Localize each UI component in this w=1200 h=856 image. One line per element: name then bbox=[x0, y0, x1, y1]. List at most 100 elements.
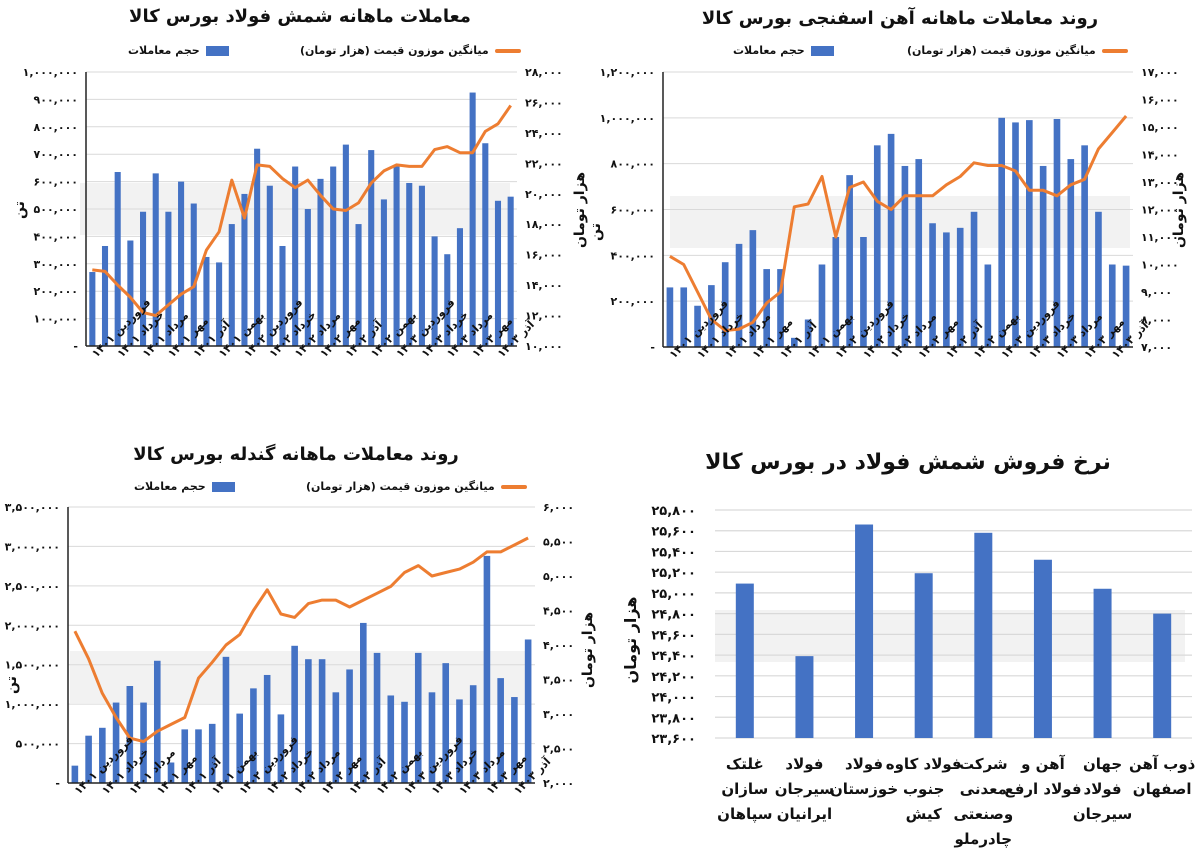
left-axis-tick-label: ۴۰۰,۰۰۰ bbox=[611, 249, 655, 262]
price-bar bbox=[795, 656, 814, 738]
volume-bar bbox=[721, 262, 729, 347]
category-label-line: وصنعتی bbox=[953, 805, 1014, 823]
volume-bar bbox=[818, 264, 826, 347]
volume-bar bbox=[140, 211, 147, 346]
volume-bar bbox=[346, 669, 353, 783]
volume-bar bbox=[71, 765, 79, 783]
volume-bar bbox=[763, 269, 770, 347]
volume-bar bbox=[1012, 122, 1019, 348]
volume-bar bbox=[101, 245, 109, 346]
volume-bar bbox=[846, 175, 853, 347]
volume-bar bbox=[444, 254, 451, 346]
left-axis-tick-label: ۹۰۰,۰۰۰ bbox=[34, 93, 78, 106]
right-axis-tick-label: ۷,۰۰۰ bbox=[1141, 341, 1172, 354]
watermark-band bbox=[715, 610, 1185, 662]
right-axis-tick-label: ۲,۵۰۰ bbox=[543, 743, 574, 756]
volume-bar bbox=[984, 264, 992, 347]
right-axis-tick-label: ۳,۵۰۰ bbox=[543, 674, 574, 687]
category-label: شرکت معدنی وصنعتی چادرملو bbox=[953, 752, 1013, 852]
price-bar bbox=[914, 573, 933, 738]
chart1-legend-bar: حجم معاملات bbox=[128, 44, 229, 57]
right-axis-tick-label: ۱۳,۰۰۰ bbox=[1141, 176, 1179, 189]
volume-bar bbox=[494, 200, 502, 346]
volume-bar bbox=[860, 237, 867, 347]
price-bar bbox=[735, 583, 754, 738]
y-axis-tick-label: ۲۴,۰۰۰ bbox=[651, 691, 696, 706]
volume-bar bbox=[291, 645, 298, 783]
volume-bar bbox=[236, 713, 243, 783]
volume-bar bbox=[332, 692, 340, 783]
volume-bar bbox=[998, 117, 1005, 347]
price-bar bbox=[1033, 559, 1052, 738]
legend-line-label: میانگین موزون قیمت (هزار تومان) bbox=[300, 44, 489, 57]
right-axis-tick-label: ۲۸,۰۰۰ bbox=[525, 66, 563, 79]
right-axis-tick-label: ۱۰,۰۰۰ bbox=[525, 340, 563, 353]
right-axis-tick-label: ۴,۵۰۰ bbox=[543, 605, 574, 618]
category-label-line: شرکت bbox=[958, 755, 1008, 773]
category-label: فولاد کاوه جنوب کیش bbox=[886, 752, 962, 827]
right-axis-tick-label: ۱۰,۰۰۰ bbox=[1141, 259, 1179, 272]
volume-bar bbox=[222, 656, 230, 783]
volume-bar bbox=[277, 714, 285, 783]
category-label-line: خوزستان bbox=[829, 780, 899, 798]
volume-bar bbox=[203, 256, 210, 346]
volume-bar bbox=[85, 735, 92, 783]
left-axis-tick-label: ۲,۵۰۰,۰۰۰ bbox=[5, 580, 60, 593]
category-label: آهن و فولاد ارفع bbox=[1004, 752, 1081, 802]
right-axis-tick-label: ۳,۰۰۰ bbox=[543, 708, 574, 721]
volume-bar bbox=[318, 659, 326, 783]
left-axis-tick-label: ۵۰۰,۰۰۰ bbox=[34, 203, 78, 216]
volume-bar bbox=[279, 245, 286, 346]
volume-bar bbox=[1039, 165, 1047, 347]
line-swatch-icon bbox=[494, 48, 521, 53]
right-axis-tick-label: ۱۷,۰۰۰ bbox=[1141, 66, 1179, 79]
volume-bar bbox=[735, 243, 743, 347]
watermark-band bbox=[70, 651, 530, 703]
volume-bar bbox=[887, 133, 895, 347]
category-label-line: چادرملو bbox=[954, 830, 1013, 848]
y-axis-title: هزار تومان bbox=[621, 597, 640, 684]
chart2-legend-line: میانگین موزون قیمت (هزار تومان) bbox=[907, 44, 1128, 57]
watermark-band bbox=[670, 196, 1130, 248]
volume-bar bbox=[380, 199, 387, 346]
volume-bar bbox=[401, 701, 408, 783]
volume-bar bbox=[190, 203, 197, 346]
price-bar bbox=[855, 524, 874, 738]
volume-bar bbox=[208, 723, 216, 783]
chart1-title: معاملات ماهانه شمش فولاد بورس کالا bbox=[129, 6, 471, 27]
chart3-legend-line: میانگین موزون قیمت (هزار تومان) bbox=[306, 480, 527, 493]
left-axis-tick-label: - bbox=[73, 340, 78, 353]
left-axis-tick-label: ۶۰۰,۰۰۰ bbox=[34, 176, 78, 189]
category-label-line: سازان bbox=[721, 780, 769, 798]
right-axis-tick-label: ۱۸,۰۰۰ bbox=[525, 218, 563, 231]
category-label-line: فولاد ارفع bbox=[1004, 780, 1082, 798]
volume-bar bbox=[442, 663, 450, 783]
volume-bar bbox=[114, 172, 121, 346]
right-axis-tick-label: ۹,۰۰۰ bbox=[1141, 286, 1172, 299]
volume-bar bbox=[469, 92, 476, 346]
volume-bar bbox=[330, 166, 337, 346]
chart3-title: روند معاملات ماهانه گندله بورس کالا bbox=[133, 444, 459, 465]
right-axis-tick-label: ۱۶,۰۰۰ bbox=[525, 249, 563, 262]
volume-bar bbox=[266, 185, 273, 346]
volume-bar bbox=[497, 678, 504, 783]
legend-line-label: میانگین موزون قیمت (هزار تومان) bbox=[306, 480, 495, 493]
right-axis-tick-label: ۶,۰۰۰ bbox=[543, 501, 574, 514]
y-axis-tick-label: ۲۳,۶۰۰ bbox=[651, 732, 696, 747]
volume-bar bbox=[167, 762, 175, 783]
category-label-line: ایرانیان bbox=[776, 805, 833, 823]
category-label-line: فولاد bbox=[845, 755, 884, 773]
y-axis-tick-label: ۲۴,۶۰۰ bbox=[651, 628, 696, 643]
category-label-line: جنوب bbox=[902, 780, 945, 798]
volume-bar bbox=[469, 685, 477, 783]
volume-bar bbox=[360, 622, 367, 783]
volume-bar bbox=[165, 211, 172, 346]
volume-bar bbox=[929, 223, 936, 347]
right-axis-title: هزار تومان bbox=[580, 612, 596, 688]
volume-bar bbox=[355, 224, 362, 346]
y-axis-tick-label: ۲۵,۴۰۰ bbox=[651, 545, 696, 560]
volume-bar bbox=[406, 182, 413, 346]
left-axis-title: تن bbox=[4, 676, 20, 694]
right-axis-title: هزار تومان bbox=[572, 172, 588, 248]
